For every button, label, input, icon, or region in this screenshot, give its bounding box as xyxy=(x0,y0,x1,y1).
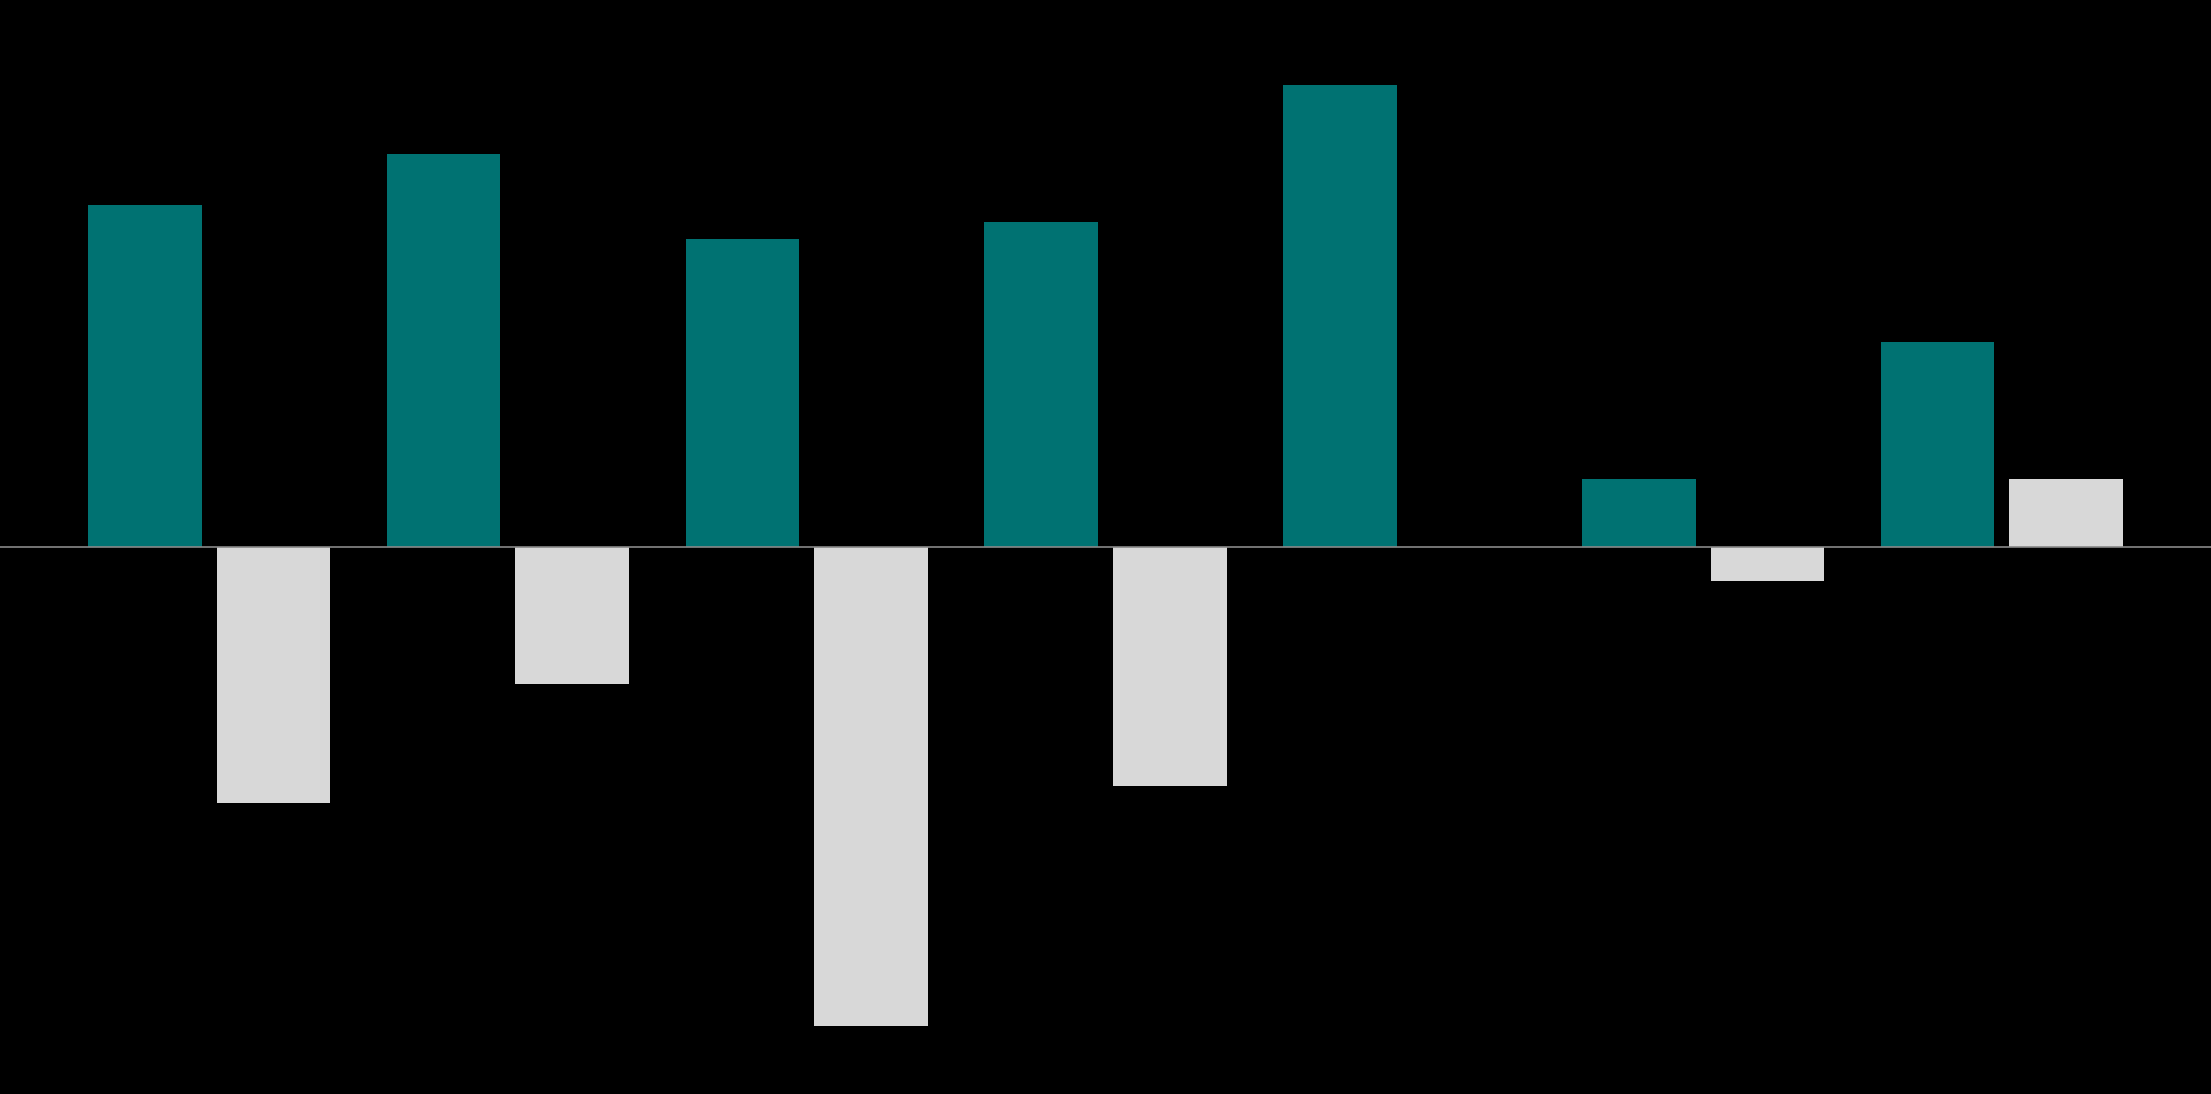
Bar xyxy=(1282,85,1397,547)
Bar xyxy=(1711,547,1824,581)
Bar xyxy=(685,240,798,547)
Bar xyxy=(1112,547,1227,787)
Bar xyxy=(217,547,329,803)
Bar xyxy=(387,154,500,547)
Bar xyxy=(88,206,201,547)
Bar xyxy=(515,547,628,684)
Bar xyxy=(984,222,1099,547)
Bar xyxy=(1882,341,1994,547)
Bar xyxy=(1583,479,1696,547)
Bar xyxy=(2010,479,2123,547)
Bar xyxy=(814,547,929,1026)
